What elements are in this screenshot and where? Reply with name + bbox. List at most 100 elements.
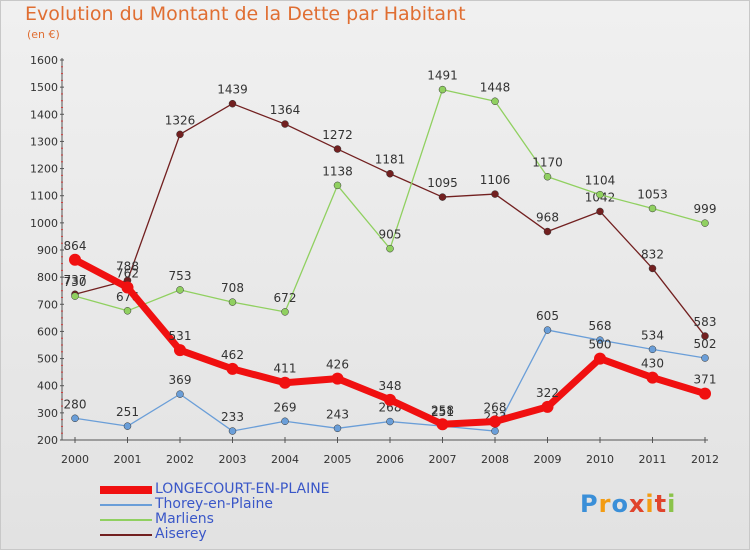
legend-swatch	[100, 504, 152, 506]
data-label: 258	[431, 403, 454, 417]
data-point	[281, 120, 289, 128]
data-point	[228, 99, 237, 108]
x-tick-label: 2000	[61, 453, 89, 466]
data-point	[489, 415, 501, 428]
data-label: 269	[274, 400, 297, 414]
x-tick-label: 2008	[481, 453, 509, 466]
data-point	[281, 308, 289, 316]
x-tick-label: 2007	[429, 453, 457, 466]
x-tick-label: 2004	[271, 453, 299, 466]
data-point	[123, 307, 132, 315]
data-label: 462	[221, 348, 244, 362]
data-label: 1181	[375, 153, 406, 167]
data-label: 531	[169, 329, 192, 343]
y-tick-label: 900	[37, 244, 58, 257]
data-point	[333, 145, 342, 153]
data-label: 1053	[637, 187, 668, 201]
data-point	[226, 362, 239, 375]
data-point	[541, 400, 554, 413]
legend-label: Thorey-en-Plaine	[155, 496, 273, 512]
data-label: 753	[169, 269, 192, 283]
data-label: 708	[221, 281, 244, 295]
data-point	[596, 336, 604, 344]
data-label: 1326	[165, 113, 196, 127]
data-point	[701, 332, 709, 340]
chart-title: Evolution du Montant de la Dette par Hab…	[25, 3, 466, 25]
x-tick-label: 2006	[376, 453, 404, 466]
data-label: 233	[221, 410, 244, 424]
data-label: 426	[326, 358, 349, 372]
legend-swatch	[100, 519, 152, 521]
logo-letter: x	[628, 490, 646, 518]
data-point	[543, 172, 552, 181]
y-tick-label: 400	[37, 380, 58, 393]
x-tick-label: 2001	[114, 453, 142, 466]
data-point	[333, 181, 342, 190]
x-tick-label: 2012	[691, 453, 719, 466]
y-tick-label: 1200	[30, 163, 58, 176]
legend-swatch	[100, 486, 152, 494]
data-label: 583	[694, 315, 717, 329]
y-tick-label: 1100	[30, 190, 58, 203]
data-point	[491, 190, 499, 198]
data-point	[596, 207, 604, 216]
data-point	[386, 417, 394, 426]
y-tick-label: 1500	[30, 81, 58, 94]
data-label: 322	[536, 386, 559, 400]
data-point	[281, 417, 289, 426]
data-label: 268	[484, 401, 507, 415]
data-label: 411	[274, 362, 297, 376]
data-point	[543, 227, 552, 236]
data-point	[699, 387, 711, 400]
data-label: 1439	[217, 83, 248, 97]
y-tick-label: 1400	[30, 108, 58, 121]
data-point	[491, 427, 499, 435]
x-tick-label: 2010	[586, 453, 614, 466]
x-tick-label: 2009	[534, 453, 562, 466]
x-tick-label: 2002	[166, 453, 194, 466]
data-point	[69, 253, 81, 266]
data-label: 369	[169, 373, 192, 387]
data-label: 280	[64, 397, 87, 411]
logo-letter: t	[654, 490, 668, 518]
data-point	[384, 393, 396, 406]
logo-letter: P	[580, 490, 599, 518]
data-point	[331, 372, 344, 385]
data-point	[648, 264, 657, 273]
proxiti-logo: Proxiti	[580, 490, 676, 518]
data-point	[228, 298, 237, 306]
legend-label: Aiserey	[155, 526, 207, 542]
logo-letter: i	[667, 490, 677, 518]
logo-letter: r	[598, 490, 612, 518]
data-label: 243	[326, 407, 349, 421]
data-label: 1106	[480, 173, 511, 187]
data-label: 1491	[427, 69, 458, 83]
logo-letter: i	[645, 490, 655, 518]
data-point	[648, 345, 657, 354]
data-point	[596, 190, 604, 199]
x-tick-label: 2005	[324, 453, 352, 466]
y-tick-label: 300	[37, 407, 58, 420]
y-tick-label: 600	[37, 325, 58, 338]
data-label: 1138	[322, 164, 353, 178]
data-point	[438, 85, 447, 94]
y-tick-label: 800	[37, 271, 58, 284]
data-point	[701, 354, 709, 362]
data-label: 1272	[322, 128, 353, 142]
data-point	[436, 418, 449, 431]
y-tick-label: 500	[37, 353, 58, 366]
data-label: 1095	[427, 176, 458, 190]
data-point	[123, 422, 132, 430]
data-point	[176, 286, 184, 294]
y-tick-label: 700	[37, 298, 58, 311]
data-point	[176, 390, 184, 398]
data-point	[176, 130, 184, 139]
data-label: 730	[64, 275, 87, 289]
data-point	[646, 371, 659, 384]
data-point	[228, 427, 237, 435]
data-label: 788	[116, 259, 139, 273]
data-point	[174, 344, 186, 357]
logo-letter: o	[611, 490, 629, 518]
data-point	[594, 352, 606, 365]
data-label: 672	[274, 291, 297, 305]
